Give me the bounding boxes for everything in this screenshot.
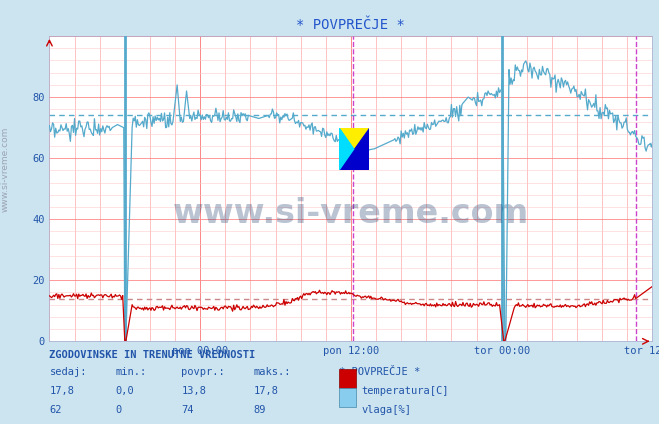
Text: min.:: min.:: [115, 367, 146, 377]
Polygon shape: [339, 128, 368, 170]
Text: maks.:: maks.:: [254, 367, 291, 377]
Text: 0,0: 0,0: [115, 386, 134, 396]
Polygon shape: [339, 149, 368, 170]
Polygon shape: [339, 128, 368, 170]
Text: vlaga[%]: vlaga[%]: [361, 405, 411, 415]
Text: 13,8: 13,8: [181, 386, 206, 396]
Text: www.si-vreme.com: www.si-vreme.com: [1, 127, 10, 212]
Text: 17,8: 17,8: [254, 386, 279, 396]
Title: * POVPREČJE *: * POVPREČJE *: [297, 18, 405, 32]
Text: sedaj:: sedaj:: [49, 367, 87, 377]
Text: 17,8: 17,8: [49, 386, 74, 396]
Text: 89: 89: [254, 405, 266, 415]
Polygon shape: [339, 128, 368, 170]
Text: ZGODOVINSKE IN TRENUTNE VREDNOSTI: ZGODOVINSKE IN TRENUTNE VREDNOSTI: [49, 350, 256, 360]
Text: povpr.:: povpr.:: [181, 367, 225, 377]
Text: 74: 74: [181, 405, 194, 415]
Text: temperatura[C]: temperatura[C]: [361, 386, 449, 396]
Text: 62: 62: [49, 405, 62, 415]
Text: 0: 0: [115, 405, 121, 415]
Text: * POVPREČJE *: * POVPREČJE *: [339, 367, 420, 377]
Polygon shape: [339, 128, 354, 170]
Text: www.si-vreme.com: www.si-vreme.com: [173, 197, 529, 230]
